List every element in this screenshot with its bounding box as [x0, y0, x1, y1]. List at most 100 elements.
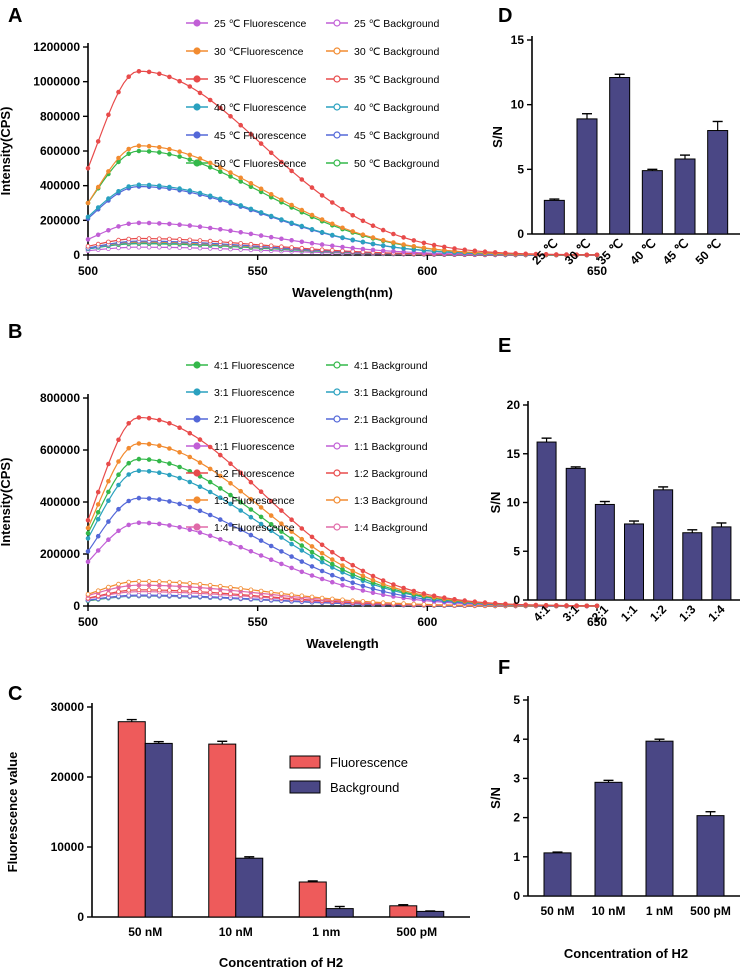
data-point	[391, 231, 396, 237]
y-tick-label: 15	[511, 33, 525, 47]
y-axis-label: S/N	[490, 126, 505, 148]
data-point	[207, 512, 213, 518]
bar	[594, 781, 623, 897]
data-point	[146, 520, 152, 526]
series-1-2-fluorescence	[85, 415, 600, 609]
legend-entry-label: 45 ℃ Background	[354, 130, 440, 142]
data-point	[228, 174, 233, 179]
data-point	[421, 245, 427, 251]
data-point	[248, 532, 254, 538]
panel-label-f: F	[498, 657, 510, 679]
legend-swatch-marker	[333, 496, 341, 504]
data-point	[309, 544, 315, 549]
data-point	[197, 484, 203, 490]
data-point	[248, 206, 254, 212]
legend-swatch-marker	[333, 131, 341, 139]
data-point	[258, 505, 264, 510]
data-point	[197, 437, 203, 442]
data-point	[146, 220, 152, 226]
data-point	[157, 145, 162, 150]
data-point	[299, 239, 305, 245]
x-tick-label: 25 ℃	[529, 236, 560, 267]
data-point	[238, 488, 244, 494]
data-point	[177, 475, 182, 481]
data-point	[136, 456, 142, 462]
data-point	[431, 593, 437, 599]
data-point	[218, 105, 223, 111]
data-point	[258, 242, 264, 248]
data-point	[279, 549, 284, 554]
data-point	[95, 205, 101, 210]
bar	[682, 532, 703, 601]
bar	[235, 857, 264, 918]
data-point	[391, 582, 396, 587]
data-point	[380, 227, 386, 233]
data-point	[370, 247, 376, 253]
data-point	[319, 193, 325, 198]
data-point	[177, 449, 182, 455]
data-point	[126, 579, 131, 585]
data-point	[258, 141, 264, 146]
bar	[594, 503, 615, 601]
data-point	[360, 573, 366, 578]
data-point	[136, 236, 142, 241]
data-point	[299, 245, 305, 251]
legend-entry-label: 1:2 Background	[354, 468, 428, 480]
data-point	[95, 533, 101, 539]
data-point	[146, 587, 152, 593]
x-tick-label: 45 ℃	[660, 236, 691, 267]
data-point	[289, 541, 294, 547]
legend-entry-label: 35 ℃ Fluorescence	[214, 74, 306, 86]
data-point	[85, 559, 91, 565]
data-point	[279, 236, 284, 242]
data-point	[207, 479, 213, 485]
data-point	[157, 583, 162, 588]
data-point	[299, 593, 305, 599]
y-tick-label: 20000	[51, 770, 85, 784]
data-point	[157, 71, 162, 77]
data-point	[157, 417, 162, 423]
data-point	[370, 577, 376, 583]
data-point	[513, 602, 518, 607]
data-point	[197, 238, 203, 243]
data-point	[106, 591, 111, 596]
data-point	[248, 548, 254, 554]
data-point	[370, 599, 376, 605]
y-tick-label: 5	[517, 162, 524, 176]
data-point	[106, 489, 111, 495]
data-point	[564, 252, 569, 257]
bar	[416, 910, 445, 918]
y-axis-label: Intensity(CPS)	[0, 458, 13, 547]
data-point	[187, 430, 193, 436]
data-point	[106, 478, 111, 484]
legend-swatch-marker	[333, 103, 341, 111]
data-point	[299, 559, 305, 564]
x-tick-label: 50 nM	[540, 904, 574, 918]
bar	[543, 199, 565, 235]
data-point	[207, 533, 213, 539]
panel-f: F 0 1 2 3 4 5 S/N Concentration of H2 50 nM 10 nM 1…	[488, 657, 740, 961]
y-tick-label: 600000	[40, 443, 80, 457]
data-point	[136, 468, 142, 474]
data-point	[85, 530, 91, 536]
x-tick-label: 500 pM	[690, 904, 731, 918]
data-point	[279, 508, 284, 513]
data-point	[95, 232, 101, 238]
data-point	[187, 479, 193, 485]
data-point	[350, 568, 356, 574]
data-point	[95, 509, 101, 515]
data-point	[553, 603, 559, 608]
data-point	[136, 578, 142, 584]
data-point	[238, 122, 244, 128]
legend-swatch-marker	[333, 361, 341, 369]
data-point	[391, 244, 396, 250]
legend-swatch-marker	[333, 19, 341, 27]
data-point	[228, 522, 233, 527]
data-point	[207, 97, 213, 103]
data-point	[228, 240, 233, 245]
y-tick-label: 10	[507, 496, 521, 510]
data-point	[431, 242, 437, 248]
data-point	[319, 247, 325, 253]
data-point	[106, 169, 111, 174]
data-point	[319, 595, 325, 601]
